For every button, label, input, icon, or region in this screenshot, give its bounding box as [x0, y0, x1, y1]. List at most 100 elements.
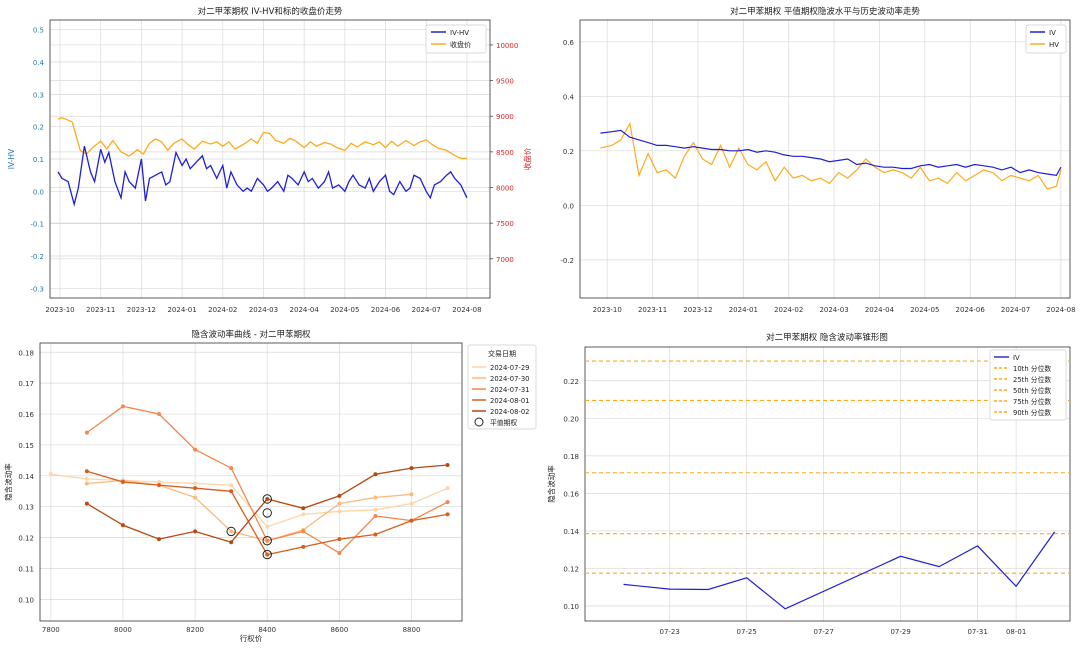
y-tick-label: 0.15 [18, 442, 34, 450]
x-tick-label: 07-29 [890, 628, 910, 636]
y-left-tick-label: -0.3 [30, 285, 44, 293]
y-axis-label: 隐含波动率 [546, 465, 556, 503]
data-point [301, 529, 306, 534]
data-point [157, 483, 162, 488]
legend-label: 平值期权 [490, 418, 517, 427]
chart-iv-smile: 0.18 0.17 0.16 0.15 0.14 0.13 0.12 0.11 0.10 7800… [0, 323, 540, 646]
data-point [337, 537, 342, 542]
legend-label: IV [1049, 29, 1056, 37]
y-tick-label: 0.14 [18, 473, 34, 481]
data-point [157, 537, 162, 542]
chart-iv-cone-frame [584, 346, 1071, 622]
legend-label: 收盘价 [450, 40, 471, 49]
atm-marker [226, 526, 236, 537]
y-tick-label: 0.16 [563, 490, 579, 498]
x-tick-label: 2023-10 [45, 306, 74, 314]
y-tick-label: -0.2 [560, 257, 574, 265]
legend-label: HV [1049, 41, 1059, 49]
data-point [48, 472, 53, 477]
data-point [84, 430, 89, 435]
chart-iv-smile-frame [39, 342, 463, 622]
legend-label: 10th 分位数 [1013, 364, 1051, 373]
legend-box [1025, 24, 1067, 54]
y-tick-label: 0.18 [18, 349, 34, 357]
data-point [409, 501, 414, 506]
legend-label: 2024-07-29 [490, 364, 530, 372]
chart-iv-cone-title: 对二甲苯期权 隐含波动率锥形图 [766, 332, 888, 343]
data-point [229, 466, 234, 471]
data-point [84, 476, 89, 481]
legend-title: 交易日期 [488, 349, 516, 358]
data-point [120, 404, 125, 409]
legend: IV-HV 收盘价 [425, 24, 487, 54]
x-tick-label: 07-31 [967, 628, 987, 636]
data-point [193, 495, 198, 500]
x-tick-label: 2024-01 [167, 306, 196, 314]
data-point [157, 480, 162, 484]
data-point [229, 540, 234, 545]
legend-label: 90th 分位数 [1013, 408, 1051, 417]
x-tick-label: 2023-11 [638, 306, 667, 314]
y-left-tick-label: 0.3 [33, 91, 44, 99]
chart-iv-hv-close-frame [49, 19, 491, 299]
series-iv-hv-line [57, 145, 468, 207]
data-point [409, 466, 414, 471]
data-point [301, 544, 306, 549]
legend-box [467, 344, 537, 430]
x-tick-label: 07-25 [736, 628, 756, 636]
x-tick-label: 8600 [330, 626, 348, 634]
y-tick-label: 0.14 [563, 528, 579, 536]
legend: 交易日期 2024-07-29 2024-07-30 2024-07-31 2024-0… [467, 344, 537, 430]
legend: IV HV [1025, 24, 1067, 54]
x-tick-label: 8200 [186, 626, 204, 634]
y-tick-label: 0.4 [563, 93, 575, 101]
x-tick-label: 2024-07 [1001, 306, 1030, 314]
y-right-tick-label: 7500 [496, 220, 514, 228]
x-tick-label: 2024-06 [956, 306, 986, 314]
legend-label: 75th 分位数 [1013, 397, 1051, 406]
x-tick-label: 2023-12 [683, 306, 712, 314]
x-tick-label: 08-01 [1006, 628, 1026, 636]
x-tick-label: 2024-05 [330, 306, 359, 314]
data-point [84, 481, 89, 486]
data-point [120, 480, 125, 484]
chart-atm-iv-hv-frame [579, 19, 1071, 299]
y-left-tick-label: 0.5 [33, 27, 44, 35]
atm-marker [262, 494, 272, 504]
x-tick-label: 2024-06 [371, 306, 401, 314]
y-tick-label: 0.11 [18, 565, 34, 573]
legend-box [989, 349, 1067, 421]
x-tick-label: 07-27 [813, 628, 833, 636]
y-right-tick-label: 10000 [496, 42, 518, 50]
chart-iv-hv-close-title: 对二甲苯期权 IV-HV和标的收盘价走势 [198, 6, 343, 17]
y-right-tick-label: 7000 [496, 256, 514, 264]
series-line-2024-07-30 [86, 479, 412, 542]
x-tick-label: 2024-02 [208, 306, 237, 314]
y-tick-label: 0.12 [563, 565, 579, 573]
x-tick-label: 8400 [258, 626, 276, 634]
chart-atm-iv-hv: 0.6 0.4 0.2 0.0 -0.2 2023-10 2023-11 2023-12 202… [540, 0, 1080, 323]
legend-label: IV-HV [450, 29, 469, 37]
series-iv-line [623, 531, 1056, 610]
data-point [445, 486, 450, 491]
x-tick-label: 2024-08 [452, 306, 481, 314]
x-tick-label: 2024-07 [412, 306, 441, 314]
x-tick-label: 2024-03 [819, 306, 848, 314]
y-left-tick-label: -0.1 [30, 221, 44, 229]
chart-iv-hv-close: 0.5 0.4 0.3 0.2 0.1 0.0 -0.1 -0.2 -0.3 10000 9500 9… [0, 0, 540, 323]
legend-label: 2024-08-01 [490, 397, 530, 405]
data-point [337, 551, 342, 556]
x-tick-label: 07-23 [660, 628, 680, 636]
atm-marker [262, 508, 272, 518]
y-tick-label: 0.18 [563, 453, 579, 461]
y-tick-label: 0.2 [563, 148, 574, 156]
y-left-tick-label: 0.0 [33, 188, 44, 196]
data-point [445, 463, 450, 468]
legend-label: 50th 分位数 [1013, 386, 1051, 395]
series-close-price-line [57, 117, 467, 159]
x-axis-label: 行权价 [240, 633, 263, 643]
chart-iv-smile-svg: 0.18 0.17 0.16 0.15 0.14 0.13 0.12 0.11 0.10 7800… [3, 329, 537, 643]
y-tick-label: 0.6 [563, 39, 575, 47]
legend-label: 25th 分位数 [1013, 375, 1051, 384]
data-point [229, 489, 234, 494]
